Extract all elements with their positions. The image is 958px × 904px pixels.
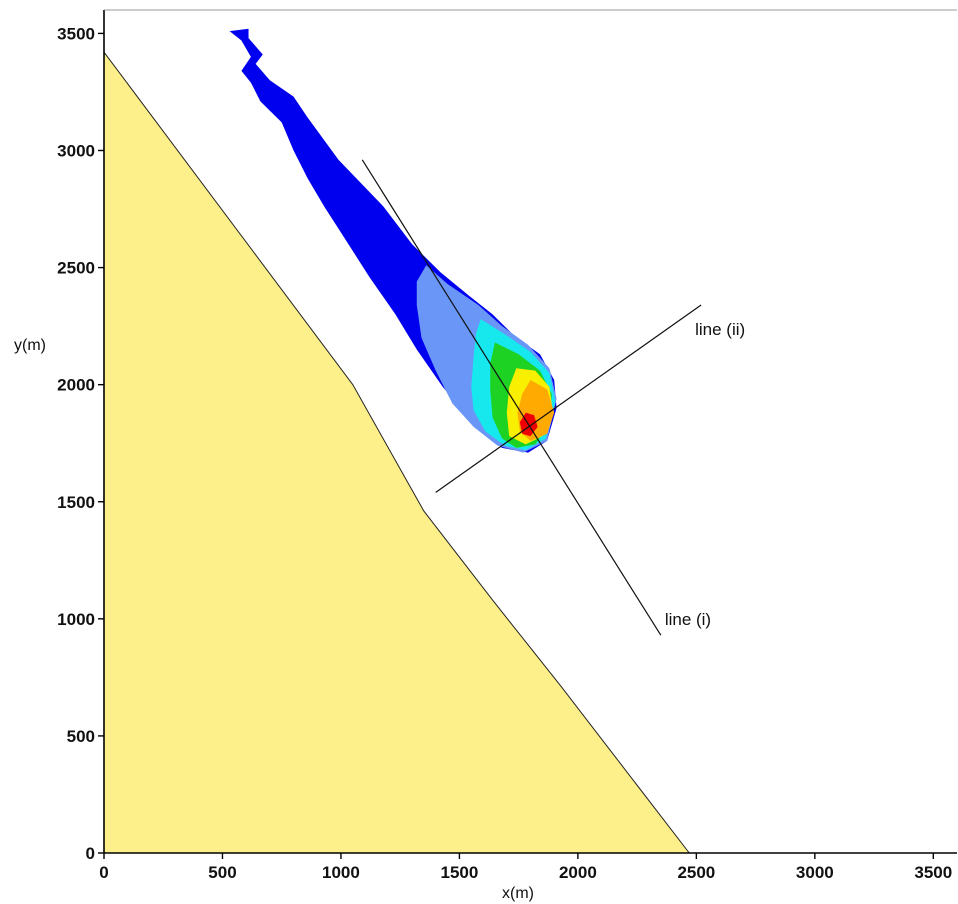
y-tick-label: 2500 (57, 259, 95, 278)
section-lines: line (i) line (ii) (361, 159, 745, 636)
line-ii-segment (435, 304, 702, 493)
x-tick-label: 2000 (559, 863, 597, 882)
x-tick-label: 3000 (796, 863, 834, 882)
x-axis-label: x(m) (502, 885, 534, 902)
x-tick-label: 0 (99, 863, 108, 882)
terrain-fill (104, 52, 690, 853)
x-tick-label: 1500 (441, 863, 479, 882)
y-axis-label: y(m) (14, 337, 46, 354)
y-tick-label: 1500 (57, 493, 95, 512)
terrain-boundary-line (103, 51, 690, 854)
y-tick-label: 1000 (57, 610, 95, 629)
y-tick-label: 0 (86, 844, 95, 863)
x-tick-label: 500 (208, 863, 236, 882)
y-tick-label: 500 (67, 727, 95, 746)
x-tick-label: 2500 (677, 863, 715, 882)
terrain-region (103, 51, 690, 854)
y-tick-label: 3000 (57, 142, 95, 161)
line-ii-label: line (ii) (695, 320, 745, 339)
line-i-segment (361, 159, 662, 636)
line-i-label: line (i) (665, 610, 711, 629)
x-tick-label: 1000 (322, 863, 360, 882)
y-tick-label: 3500 (57, 24, 95, 43)
x-tick-label: 3500 (914, 863, 952, 882)
axis-ticks: 0 500 1000 1500 2000 2500 3000 3500 0 500 1000 1500… (57, 24, 952, 882)
y-tick-label: 2000 (57, 376, 95, 395)
